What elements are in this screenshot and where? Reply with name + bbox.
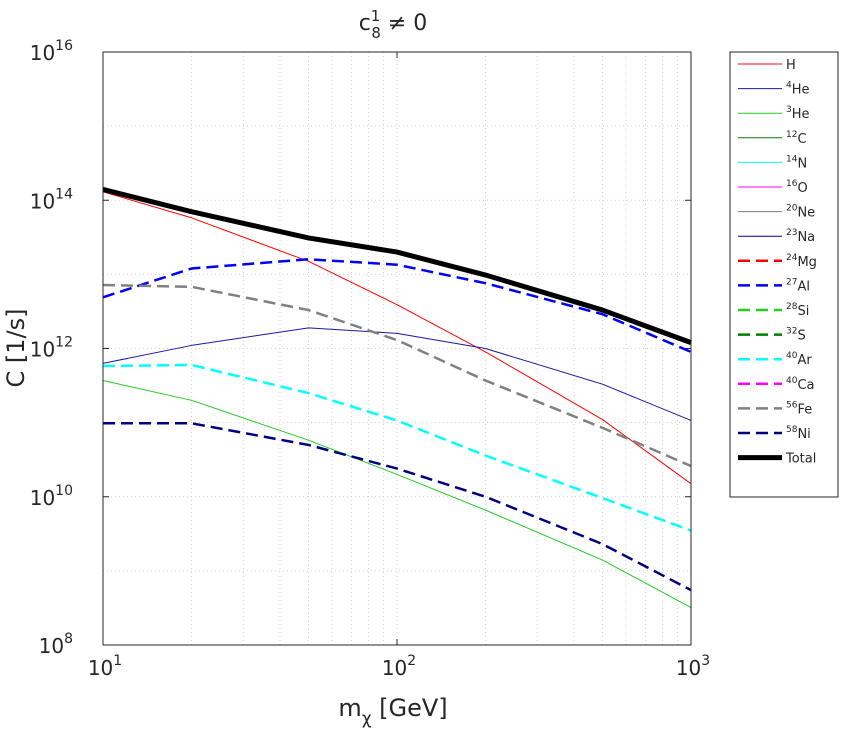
legend-name: Si <box>797 304 809 319</box>
legend-name: Mg <box>797 255 816 270</box>
series-line <box>102 191 692 485</box>
legend-mass: 58 <box>786 425 798 435</box>
tick-label: 102 <box>382 653 416 680</box>
tick-base: 10 <box>30 486 55 510</box>
tick-exponent: 12 <box>55 335 73 351</box>
legend-mass: 12 <box>786 130 797 140</box>
legend-label: 23Na <box>786 228 815 245</box>
legend-label: 14N <box>786 154 807 171</box>
tick-base: 10 <box>30 338 55 362</box>
legend-mass: 4 <box>786 81 792 91</box>
tick-label: 103 <box>676 653 710 680</box>
legend-mass: 14 <box>786 154 798 164</box>
legend-name: O <box>797 181 807 196</box>
tick-exponent: 8 <box>64 631 73 647</box>
xlabel-text: [GeV] <box>372 694 448 722</box>
tick-exponent: 10 <box>55 483 73 499</box>
legend-box <box>729 51 839 498</box>
tick-exponent: 3 <box>701 653 710 669</box>
tick-label: 1014 <box>30 186 73 213</box>
tick-exponent: 14 <box>55 186 73 202</box>
xlabel-symbol: m <box>338 694 361 722</box>
legend-mass: 3 <box>786 105 792 115</box>
tick-label: 108 <box>39 631 73 658</box>
legend-name: Fe <box>797 402 812 417</box>
legend-name: Ca <box>797 378 814 393</box>
legend-name: Total <box>785 452 816 467</box>
xlabel-subscript: χ <box>362 709 372 729</box>
legend-label: 3He <box>786 105 810 122</box>
series-line <box>102 283 692 468</box>
tick-exponent: 1 <box>113 653 122 669</box>
tick-label: 1012 <box>30 335 73 362</box>
legend-label: 56Fe <box>786 400 812 417</box>
tick-label: 1010 <box>30 483 73 510</box>
legend-name: S <box>797 329 805 344</box>
series-line <box>102 380 692 608</box>
plot-frame <box>102 51 692 646</box>
legend-label: 58Ni <box>786 425 811 442</box>
legend-mass: 40 <box>786 376 798 386</box>
title-superscript: 1 <box>371 7 381 25</box>
legend-name: Na <box>797 230 815 245</box>
legend-mass: 32 <box>786 327 797 337</box>
tick-exponent: 2 <box>407 653 416 669</box>
legend-name: C <box>797 132 806 147</box>
legend-mass: 40 <box>786 351 798 361</box>
legend-label: Total <box>785 452 816 467</box>
legend-label: 40Ar <box>786 351 812 368</box>
title-symbol: c <box>359 11 371 36</box>
legend-label: 40Ca <box>786 376 815 393</box>
legend-name: Ni <box>797 427 810 442</box>
legend-label: 12C <box>786 130 807 147</box>
legend-name: H <box>786 58 796 73</box>
legend-label: 27Al <box>786 277 810 294</box>
tick-base: 10 <box>676 656 701 680</box>
legend-mass: 16 <box>786 179 798 189</box>
legend-mass: 56 <box>786 400 798 410</box>
legend-label: 4He <box>786 81 810 98</box>
legend-mass: 20 <box>786 204 798 214</box>
series-line <box>102 327 692 421</box>
tick-base: 10 <box>39 634 64 658</box>
tick-label: 101 <box>88 653 122 680</box>
legend-label: H <box>786 58 796 73</box>
legend-label: 28Si <box>786 302 809 319</box>
x-axis-label: mχ [GeV] <box>338 694 447 729</box>
tick-exponent: 16 <box>55 38 73 54</box>
legend-label: 32S <box>786 327 806 344</box>
tick-base: 10 <box>30 189 55 213</box>
series-line <box>102 257 692 354</box>
series-line <box>102 186 692 345</box>
legend-mass: 28 <box>786 302 798 312</box>
legend-name: Al <box>797 279 810 294</box>
legend-name: Ar <box>797 353 812 368</box>
legend-name: He <box>792 107 810 122</box>
legend-mass: 23 <box>786 228 797 238</box>
legend-name: Ne <box>797 206 815 221</box>
title-subscript: 8 <box>371 24 381 42</box>
legend-name: He <box>792 83 810 98</box>
title-text: ≠ 0 <box>381 11 427 36</box>
series-line <box>102 363 692 532</box>
legend-name: N <box>797 156 807 171</box>
chart-title: c1 8 ≠ 0 <box>359 7 428 42</box>
tick-label: 1016 <box>30 38 73 65</box>
tick-base: 10 <box>88 656 113 680</box>
legend-mass: 24 <box>786 253 798 263</box>
tick-base: 10 <box>382 656 407 680</box>
tick-base: 10 <box>30 41 55 65</box>
series-line <box>103 422 692 592</box>
legend-mass: 27 <box>786 277 797 287</box>
legend-label: 16O <box>786 179 808 196</box>
legend-label: 24Mg <box>786 253 817 270</box>
legend-label: 20Ne <box>786 204 815 221</box>
y-axis-label: C [1/s] <box>2 309 30 388</box>
